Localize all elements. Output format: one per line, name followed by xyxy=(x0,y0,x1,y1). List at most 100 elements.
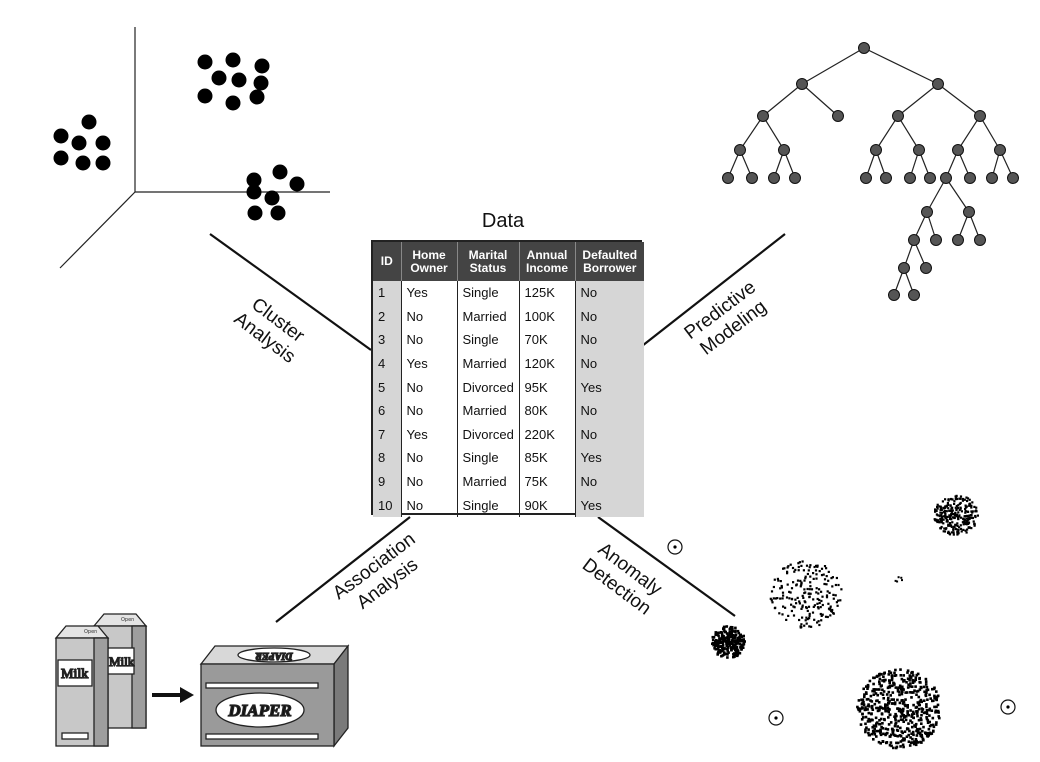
sparse-cluster-point xyxy=(796,579,800,582)
large-cluster-point xyxy=(916,731,920,735)
large-cluster-point xyxy=(870,732,874,736)
large-cluster-point xyxy=(922,711,926,715)
large-cluster-point xyxy=(865,698,869,701)
large-cluster-point xyxy=(905,691,909,694)
sparse-cluster-point xyxy=(800,582,803,585)
dense-cluster-point xyxy=(944,515,947,518)
sparse-cluster-point xyxy=(834,594,837,597)
table-cell: Yes xyxy=(575,493,644,517)
large-cluster-point xyxy=(917,695,921,699)
sparse-cluster-point xyxy=(840,588,843,591)
large-cluster-point xyxy=(918,688,922,691)
sparse-cluster-point xyxy=(825,575,828,578)
dense-cluster-point xyxy=(950,525,953,528)
dense-cluster-point xyxy=(955,523,958,527)
dense-cluster-point xyxy=(934,510,937,513)
dense-cluster-point xyxy=(959,506,962,509)
large-cluster-point xyxy=(925,717,929,721)
large-cluster-point xyxy=(893,701,897,704)
sparse-cluster-point xyxy=(782,594,785,597)
dense-cluster-point xyxy=(944,505,947,508)
large-cluster-point xyxy=(930,723,933,727)
large-cluster-point xyxy=(913,740,916,743)
cluster-point xyxy=(246,184,262,200)
large-cluster-point xyxy=(864,728,867,731)
small-cluster-point xyxy=(736,642,740,645)
dense-cluster-point xyxy=(935,513,938,516)
small-cluster-point xyxy=(734,630,737,634)
table-cell: No xyxy=(401,446,458,470)
large-cluster-point xyxy=(883,671,886,675)
tree-node xyxy=(880,172,892,184)
sparse-cluster-point xyxy=(834,583,837,587)
sparse-cluster-point xyxy=(817,607,820,610)
sparse-cluster-point xyxy=(800,564,803,567)
small-cluster-point xyxy=(714,633,717,637)
sparse-cluster-point xyxy=(832,593,835,596)
large-cluster-point xyxy=(916,701,920,704)
large-cluster-point xyxy=(864,730,867,734)
sparse-cluster-point xyxy=(818,598,821,602)
sparse-cluster-point xyxy=(790,609,793,613)
large-cluster-point xyxy=(879,705,882,709)
small-cluster-point xyxy=(720,636,724,640)
sparse-cluster-point xyxy=(799,626,802,629)
small-cluster-point xyxy=(725,625,729,628)
large-cluster-point xyxy=(928,707,932,711)
large-cluster-point xyxy=(891,702,894,705)
small-cluster-point xyxy=(736,638,739,641)
large-cluster-point xyxy=(896,698,899,702)
dense-cluster-point xyxy=(937,519,940,522)
small-cluster-point xyxy=(714,641,717,644)
dense-cluster-point xyxy=(972,520,975,523)
large-cluster-point xyxy=(936,709,940,713)
cluster-connector xyxy=(209,233,372,351)
small-cluster-point xyxy=(720,646,724,650)
dense-cluster-point xyxy=(965,531,968,534)
table-cell: Married xyxy=(457,398,520,423)
sparse-cluster-point xyxy=(782,567,785,570)
large-cluster-point xyxy=(901,702,905,705)
large-cluster-point xyxy=(888,679,891,683)
tree-edge xyxy=(926,177,947,213)
dense-cluster-point xyxy=(954,527,957,530)
sparse-cluster-point xyxy=(788,590,791,593)
large-cluster-point xyxy=(880,712,884,716)
dense-cluster-point xyxy=(947,523,950,526)
small-cluster-point xyxy=(717,631,720,635)
small-cluster-point xyxy=(711,642,715,645)
dense-cluster-point xyxy=(955,508,958,511)
small-cluster-point xyxy=(724,630,727,634)
dense-cluster-point xyxy=(943,511,946,514)
tree-edge xyxy=(801,83,839,117)
sparse-cluster-point xyxy=(804,575,807,578)
large-cluster-point xyxy=(916,672,920,676)
anomaly-scatter xyxy=(667,494,1016,750)
tree-edge xyxy=(957,115,981,151)
dense-cluster-point xyxy=(949,517,952,520)
tree-node xyxy=(952,234,964,246)
dense-cluster-point xyxy=(970,527,973,530)
dense-cluster-point xyxy=(939,511,942,514)
diaper-top-label: DIAPER xyxy=(255,650,294,661)
sparse-cluster-point xyxy=(772,597,775,600)
sparse-cluster-point xyxy=(806,587,809,591)
large-cluster-point xyxy=(879,731,882,735)
large-cluster-point xyxy=(928,714,931,717)
large-cluster-point xyxy=(886,703,889,707)
large-cluster-point xyxy=(891,728,894,731)
large-cluster-point xyxy=(919,732,922,736)
sparse-cluster-point xyxy=(781,591,785,594)
sparse-cluster-point xyxy=(813,618,816,621)
dense-cluster-point xyxy=(940,521,943,524)
small-cluster-point xyxy=(712,636,716,639)
sparse-cluster-point xyxy=(776,597,779,600)
dense-cluster-point xyxy=(967,517,970,520)
sparse-cluster-point xyxy=(770,599,773,602)
dense-cluster-point xyxy=(968,498,971,501)
small-cluster-point xyxy=(732,652,736,655)
cluster-point xyxy=(231,72,247,88)
sparse-cluster-point xyxy=(778,612,781,615)
table-row: 9 No Married 75K No xyxy=(373,469,644,494)
large-cluster-point xyxy=(880,706,884,710)
